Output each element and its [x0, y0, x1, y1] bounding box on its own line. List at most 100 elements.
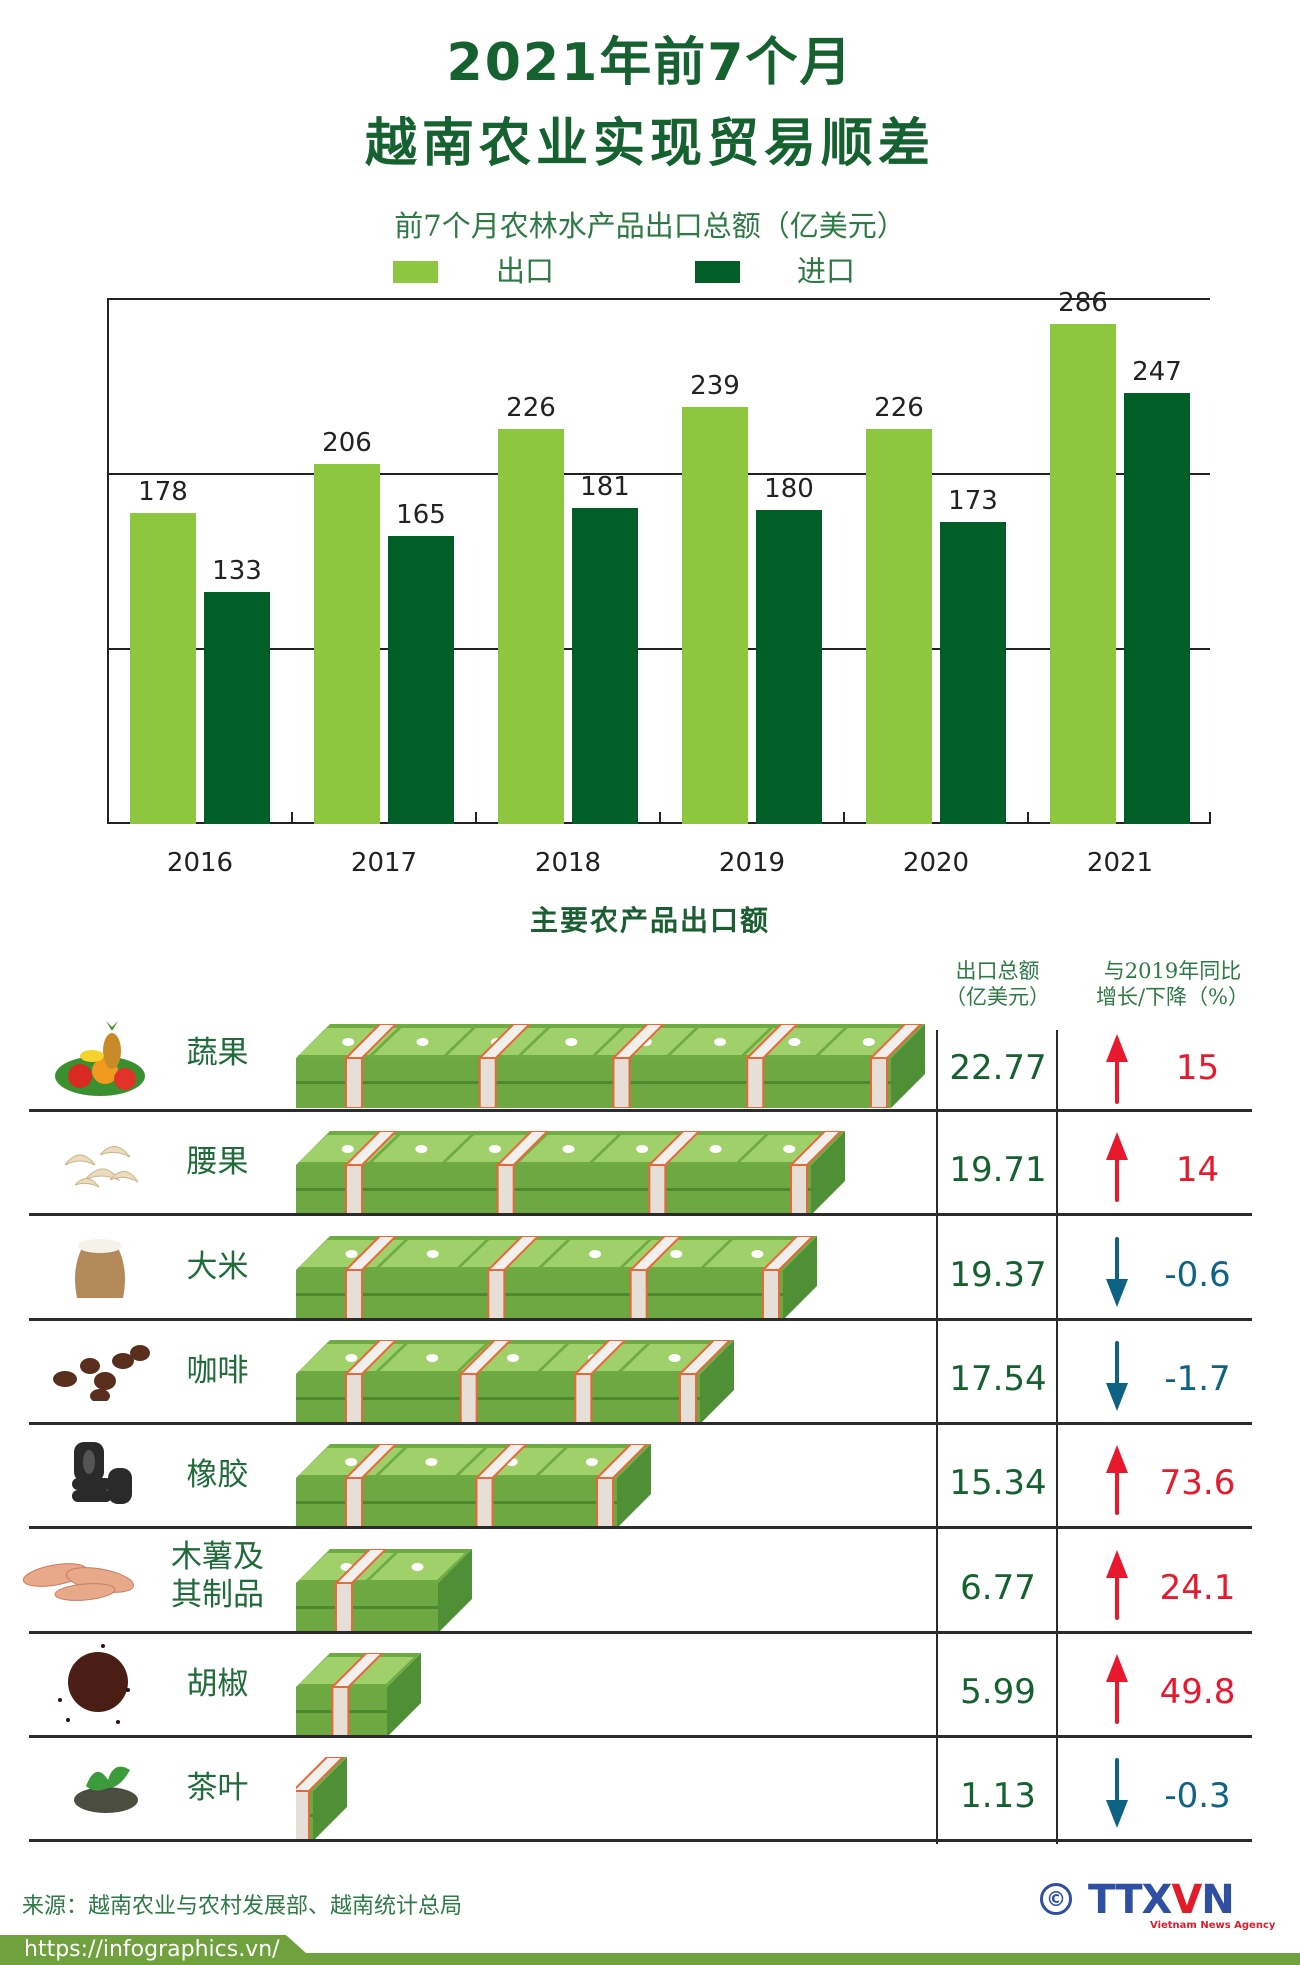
product-row: 蔬果 22.77 15	[0, 1006, 1300, 1110]
legend-import-swatch	[695, 261, 740, 283]
row-separator	[29, 1109, 1252, 1112]
bar-value-label: 226	[874, 393, 924, 424]
products-section-title: 主要农产品出口额	[529, 904, 770, 937]
product-row: 咖啡 17.54 -1.7	[0, 1319, 1300, 1425]
bar-value-label: 226	[506, 393, 556, 424]
row-separator	[29, 1735, 1252, 1738]
product-name: 茶叶	[186, 1770, 249, 1806]
arrow-up-icon	[1106, 1132, 1128, 1202]
yoy-change-percent: -1.7	[1164, 1359, 1231, 1399]
bar-export-2021	[1050, 324, 1116, 824]
bar-value-label: 239	[690, 370, 740, 401]
product-row: 茶叶 1.13 -0.3	[0, 1736, 1300, 1842]
arrow-down-icon	[1106, 1341, 1128, 1411]
product-row: 腰果 19.71 14	[0, 1110, 1300, 1216]
row-separator	[29, 1422, 1252, 1425]
change-column-header: 与2019年同比 增长/下降（%）	[1080, 958, 1265, 1010]
copyright-icon: ©	[1040, 1883, 1072, 1915]
bar-import-2017	[388, 535, 454, 824]
x-axis-label-2018: 2018	[534, 848, 602, 878]
arrow-up-icon	[1106, 1654, 1128, 1724]
bar-import-2018	[572, 507, 638, 824]
product-row: 胡椒 5.99 49.8	[0, 1632, 1300, 1738]
arrow-down-icon	[1106, 1758, 1128, 1828]
export-value: 17.54	[949, 1359, 1047, 1399]
x-axis-label-2020: 2020	[902, 848, 970, 878]
x-axis-label-2021: 2021	[1086, 848, 1154, 878]
x-axis-tick	[1209, 812, 1211, 824]
yoy-change-percent: 14	[1175, 1150, 1220, 1190]
product-name: 蔬果	[186, 1035, 249, 1071]
product-name-line: 木薯及	[171, 1539, 264, 1575]
money-stack-bar	[296, 1548, 472, 1634]
product-row: 橡胶 15.34 73.6	[0, 1423, 1300, 1529]
bar-value-label: 181	[580, 471, 630, 502]
value-column-divider	[936, 1030, 938, 1844]
product-row: 大米 19.37 -0.6	[0, 1215, 1300, 1321]
title-line-2: 越南农业实现贸易顺差	[364, 114, 935, 174]
bar-value-label: 133	[212, 555, 262, 586]
product-name: 大米	[186, 1249, 249, 1285]
cassava-icon	[15, 1550, 145, 1614]
yoy-change-percent: 49.8	[1159, 1672, 1236, 1712]
bar-import-2019	[756, 509, 822, 824]
value-header-line1: 出口总额	[955, 959, 1040, 983]
row-separator	[29, 1213, 1252, 1216]
change-header-line1: 与2019年同比	[1103, 959, 1242, 983]
bar-value-label: 165	[396, 499, 446, 530]
gridline-300	[107, 298, 1210, 300]
change-column-divider	[1056, 1030, 1058, 1844]
row-separator	[29, 1631, 1252, 1634]
bar-export-2017	[314, 464, 380, 824]
product-name: 木薯及 其制品	[150, 1538, 285, 1614]
bar-export-2018	[498, 429, 564, 824]
fruits-vegetables-icon	[50, 1021, 150, 1105]
yoy-change-percent: -0.3	[1164, 1776, 1231, 1816]
money-stack-bar	[296, 1443, 651, 1529]
x-axis	[107, 822, 1210, 824]
export-value: 15.34	[949, 1463, 1047, 1503]
money-stack-bar	[296, 1235, 817, 1321]
bar-import-2016	[204, 591, 270, 824]
export-value: 6.77	[960, 1568, 1036, 1608]
yoy-change-percent: 15	[1175, 1048, 1220, 1088]
footer-band	[0, 1935, 1300, 1965]
legend-export-swatch	[393, 261, 438, 283]
coffee-beans-icon	[45, 1341, 155, 1405]
bar-value-label: 206	[322, 428, 372, 459]
y-axis	[107, 298, 109, 824]
row-separator	[29, 1318, 1252, 1321]
website-link[interactable]: https://infographics.vn/	[24, 1937, 280, 1962]
bar-chart: 178 133 206 165 226 181 239 180 226 173 286 247	[107, 288, 1211, 824]
money-stack-bar	[296, 1339, 734, 1425]
source-note: 来源：越南农业与农村发展部、越南统计总局	[22, 1894, 463, 1919]
export-value: 19.37	[949, 1255, 1047, 1295]
export-value: 1.13	[960, 1776, 1036, 1816]
yoy-change-percent: 24.1	[1159, 1568, 1236, 1608]
arrow-up-icon	[1106, 1550, 1128, 1620]
yoy-change-percent: 73.6	[1159, 1463, 1236, 1503]
bar-export-2020	[866, 429, 932, 824]
x-axis-tick	[843, 812, 845, 824]
x-axis-tick	[659, 812, 661, 824]
logo-tagline: Vietnam News Agency	[1150, 1920, 1276, 1931]
row-separator	[29, 1839, 1252, 1842]
product-name: 腰果	[186, 1144, 249, 1180]
title-line-1: 2021年前7个月	[446, 33, 854, 93]
value-column-header: 出口总额 （亿美元）	[940, 958, 1055, 1010]
money-stack-bar	[296, 1023, 925, 1109]
product-name: 咖啡	[186, 1353, 249, 1389]
x-axis-label-2019: 2019	[718, 848, 786, 878]
x-axis-tick	[291, 812, 293, 824]
yoy-change-percent: -0.6	[1164, 1255, 1231, 1295]
tires-icon	[68, 1438, 138, 1512]
money-stack-bar	[296, 1130, 845, 1216]
change-header-line2: 增长/下降（%）	[1095, 985, 1250, 1009]
legend-export-label: 出口	[496, 254, 555, 288]
export-value: 19.71	[949, 1150, 1047, 1190]
row-separator	[29, 1526, 1252, 1529]
export-value: 5.99	[960, 1672, 1036, 1712]
export-value: 22.77	[949, 1048, 1047, 1088]
x-axis-tick	[1027, 812, 1029, 824]
bar-import-2020	[940, 521, 1006, 824]
